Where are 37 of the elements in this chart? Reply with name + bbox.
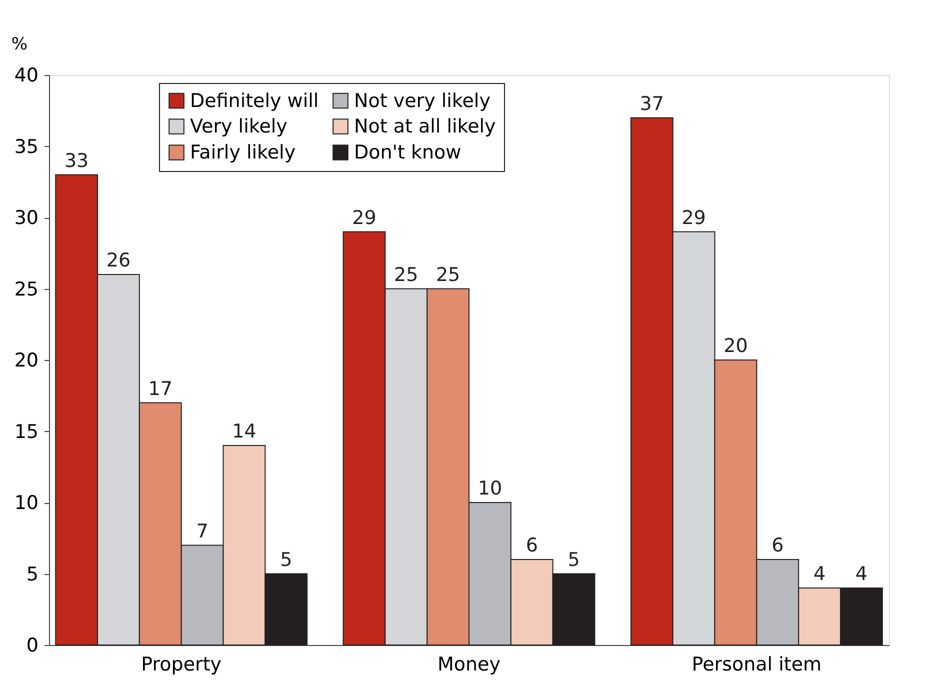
y-tick-label: 10: [14, 492, 38, 514]
y-tick-label: 20: [14, 350, 38, 372]
data-label: 4: [813, 563, 826, 585]
legend-label: Not very likely: [354, 90, 490, 112]
legend-label: Don't know: [354, 142, 462, 164]
data-label: 5: [568, 548, 580, 571]
data-label: 17: [148, 378, 172, 400]
data-label: 14: [232, 420, 256, 442]
data-label: 29: [682, 206, 706, 229]
data-label: 6: [526, 534, 538, 556]
data-label: 10: [478, 478, 502, 500]
y-tick-label: 5: [26, 563, 38, 586]
legend-label: Fairly likely: [190, 142, 296, 164]
y-tick-label: 25: [14, 278, 38, 300]
data-label: 7: [196, 520, 208, 542]
data-label: 6: [772, 534, 784, 556]
data-label: 29: [352, 206, 376, 229]
x-tick-label: Property: [141, 654, 222, 676]
data-label: 25: [394, 264, 418, 286]
x-tick-label: Money: [438, 654, 500, 676]
legend-label: Not at all likely: [354, 116, 496, 138]
data-label: 37: [640, 92, 664, 115]
y-tick-label: 0: [26, 634, 38, 656]
y-tick-label: 15: [14, 420, 38, 443]
y-tick-label: 40: [14, 64, 38, 86]
data-label: 5: [280, 548, 292, 571]
x-tick-label: Personal item: [692, 654, 822, 676]
y-tick-label: 30: [14, 207, 38, 229]
data-label: 26: [106, 250, 131, 272]
data-label: 33: [64, 150, 89, 172]
y-axis-title: %: [11, 34, 28, 54]
legend-label: Definitely will: [190, 90, 319, 112]
data-label: 4: [855, 563, 868, 585]
data-label: 20: [724, 335, 748, 357]
y-tick-label: 35: [14, 136, 38, 158]
legend-label: Very likely: [190, 116, 288, 138]
data-label: 25: [436, 264, 460, 286]
